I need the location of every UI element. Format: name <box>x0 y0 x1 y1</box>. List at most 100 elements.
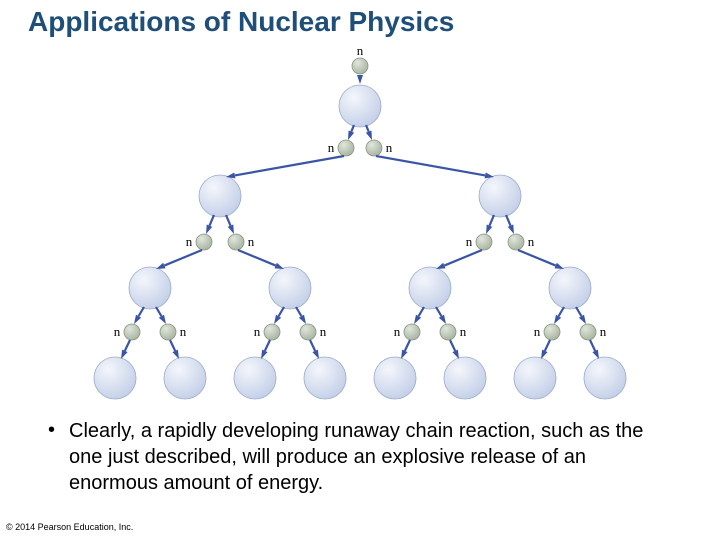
arrow-head <box>541 350 548 359</box>
nucleus <box>269 267 311 309</box>
arrow-head <box>312 350 319 359</box>
neutron <box>300 324 316 340</box>
arrow-head <box>348 131 354 140</box>
arrow-line <box>518 250 556 266</box>
nucleus <box>339 85 381 127</box>
arrow-head <box>452 350 459 359</box>
nucleus <box>234 357 276 399</box>
arrow-head <box>436 263 445 269</box>
arrow-line <box>545 340 550 351</box>
arrow-head <box>134 315 141 324</box>
neutron <box>440 324 456 340</box>
nucleus <box>479 175 521 217</box>
neutron-label: n <box>528 234 535 249</box>
neutron <box>124 324 140 340</box>
neutron <box>580 324 596 340</box>
arrow-head <box>274 315 281 324</box>
neutron-label: n <box>248 234 255 249</box>
neutron <box>366 140 382 156</box>
nucleus <box>409 267 451 309</box>
nucleus <box>94 357 136 399</box>
arrow-line <box>405 340 410 351</box>
arrow-head <box>172 350 179 359</box>
bullet-marker: • <box>48 418 55 442</box>
nucleus <box>514 357 556 399</box>
arrow-head <box>554 315 561 324</box>
arrow-head <box>121 350 128 359</box>
arrow-line <box>156 307 161 316</box>
neutron <box>264 324 280 340</box>
neutron <box>338 140 354 156</box>
arrow-line <box>436 307 441 316</box>
arrow-line <box>125 340 130 351</box>
arrow-line <box>226 215 231 226</box>
arrow-head <box>261 350 268 359</box>
nucleus <box>549 267 591 309</box>
arrow-line <box>576 307 581 316</box>
arrow-line <box>444 250 482 266</box>
arrow-head <box>366 131 372 140</box>
arrow-head <box>357 75 363 84</box>
arrow-head <box>156 263 165 269</box>
arrow-line <box>209 215 214 226</box>
bullet-row: • Clearly, a rapidly developing runaway … <box>48 418 680 496</box>
neutron-label: n <box>534 324 541 339</box>
arrow-line <box>235 156 344 175</box>
neutron-label: n <box>357 48 364 58</box>
neutron-label: n <box>254 324 261 339</box>
neutron <box>228 234 244 250</box>
arrow-line <box>376 156 485 175</box>
nucleus <box>584 357 626 399</box>
arrow-line <box>265 340 270 351</box>
arrow-head <box>579 315 586 324</box>
arrow-head <box>401 350 408 359</box>
neutron-label: n <box>394 324 401 339</box>
neutron-label: n <box>320 324 327 339</box>
arrow-line <box>419 307 424 316</box>
arrow-line <box>310 340 315 351</box>
nucleus <box>444 357 486 399</box>
arrow-line <box>506 215 511 226</box>
arrow-head <box>555 263 564 269</box>
neutron <box>352 58 368 74</box>
neutron <box>196 234 212 250</box>
bullet-text: Clearly, a rapidly developing runaway ch… <box>69 418 680 496</box>
neutron-label: n <box>180 324 187 339</box>
nucleus <box>199 175 241 217</box>
neutron-label: n <box>386 140 393 155</box>
arrow-line <box>296 307 301 316</box>
arrow-head <box>159 315 166 324</box>
chain-reaction-diagram: nnnnnnnnnnnnnnn <box>0 48 720 408</box>
neutron <box>508 234 524 250</box>
arrow-line <box>238 250 276 266</box>
arrow-line <box>559 307 564 316</box>
nucleus <box>374 357 416 399</box>
arrow-line <box>279 307 284 316</box>
neutron-label: n <box>186 234 193 249</box>
arrow-line <box>139 307 144 316</box>
neutron-label: n <box>328 140 335 155</box>
arrow-head <box>508 225 514 234</box>
arrow-head <box>228 225 234 234</box>
arrow-line <box>351 125 354 132</box>
slide-title: Applications of Nuclear Physics <box>28 6 454 38</box>
neutron <box>160 324 176 340</box>
arrow-line <box>489 215 494 226</box>
arrow-line <box>170 340 175 351</box>
arrow-line <box>450 340 455 351</box>
arrow-head <box>299 315 306 324</box>
neutron <box>476 234 492 250</box>
nucleus <box>304 357 346 399</box>
arrow-head <box>414 315 421 324</box>
neutron <box>544 324 560 340</box>
arrow-line <box>366 125 369 132</box>
arrow-head <box>592 350 599 359</box>
arrow-head <box>275 263 284 269</box>
nucleus <box>164 357 206 399</box>
arrow-head <box>206 225 212 234</box>
neutron-label: n <box>460 324 467 339</box>
neutron-label: n <box>466 234 473 249</box>
arrow-line <box>590 340 595 351</box>
arrow-head <box>486 225 492 234</box>
arrow-line <box>164 250 202 266</box>
